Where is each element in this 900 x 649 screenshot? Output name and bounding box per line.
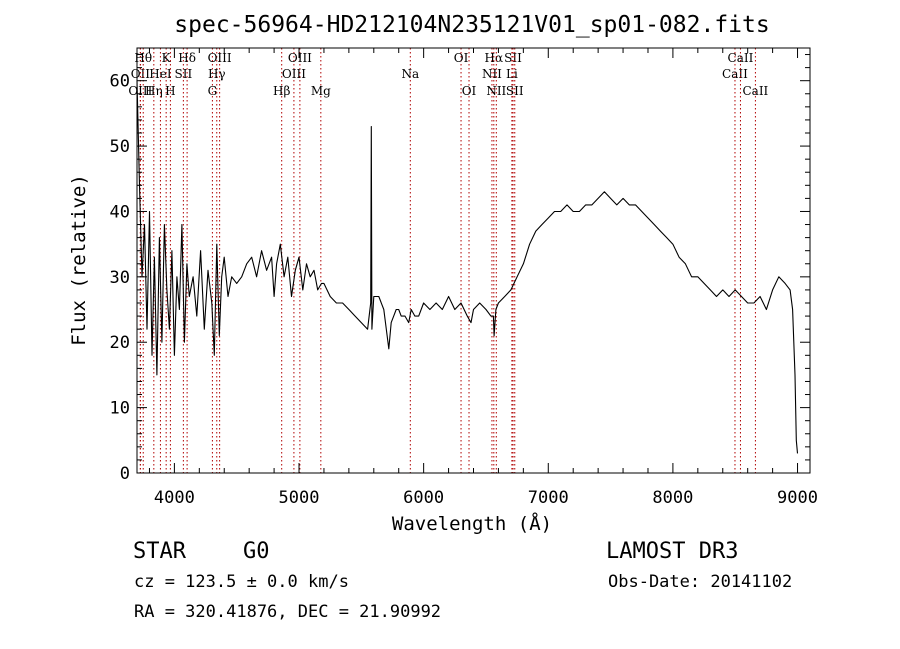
y-tick-label-1: 10 (110, 399, 130, 419)
line-label-18: OI (462, 84, 477, 98)
y-axis-label: Flux (relative) (68, 174, 90, 346)
line-label-0: OII (131, 67, 151, 81)
line-label-23: SII (504, 51, 522, 65)
line-label-5: K (162, 51, 172, 65)
spectrum-layer (136, 80, 799, 454)
x-tick-label-0: 4000 (154, 488, 195, 508)
line-label-1: OIII (128, 84, 152, 98)
line-label-15: Mg (311, 84, 331, 98)
line-label-16: Na (401, 67, 419, 81)
line-label-25: CaII (722, 67, 748, 81)
x-tick-label-4: 8000 (652, 488, 693, 508)
line-label-8: Hδ (178, 51, 196, 65)
line-label-10: Hγ (208, 67, 226, 81)
line-label-19: NII (482, 67, 502, 81)
line-label-17: OI (454, 51, 469, 65)
observation-date: Obs-Date: 20141102 (608, 572, 793, 592)
line-label-21: NII (486, 84, 506, 98)
y-tick-label-2: 20 (110, 333, 130, 353)
line-label-9: G (208, 84, 218, 98)
line-label-24: SII (506, 84, 524, 98)
spectrum-line (136, 80, 799, 454)
axes: 4000 5000 6000 7000 8000 9000 0 10 20 30 40 50 60 (110, 48, 818, 508)
line-label-3: Hη (145, 84, 163, 98)
line-label-27: CaII (742, 84, 768, 98)
x-tick-label-2: 6000 (403, 488, 444, 508)
line-label-20: Hα (485, 51, 504, 65)
line-label-6: H (165, 84, 175, 98)
plot-frame (136, 47, 811, 474)
survey-label: LAMOST DR3 (606, 539, 739, 564)
x-tick-label-5: 9000 (777, 488, 818, 508)
line-label-26: CaII (728, 51, 754, 65)
object-subclass: G0 (243, 539, 270, 564)
y-tick-label-4: 40 (110, 202, 130, 222)
y-tick-label-6: 60 (110, 72, 130, 92)
y-tick-label-3: 30 (110, 268, 130, 288)
y-tick-label-5: 50 (110, 137, 130, 157)
line-label-22: Li (506, 67, 518, 81)
x-tick-label-1: 5000 (279, 488, 320, 508)
x-axis-label: Wavelength (Å) (392, 512, 552, 535)
redshift-velocity: cz = 123.5 ± 0.0 km/s (134, 572, 349, 592)
chart-title: spec-56964-HD212104N235121V01_sp01-082.f… (174, 12, 769, 38)
line-label-4: HeI (149, 67, 172, 81)
line-label-12: Hβ (273, 84, 290, 98)
line-label-7: SII (175, 67, 193, 81)
line-label-13: OIII (282, 67, 306, 81)
object-class: STAR (133, 539, 186, 564)
line-label-14: OIII (288, 51, 312, 65)
coordinates: RA = 320.41876, DEC = 21.90992 (134, 602, 442, 622)
y-tick-label-0: 0 (120, 464, 130, 484)
line-label-11: OIII (208, 51, 232, 65)
x-tick-label-3: 7000 (528, 488, 569, 508)
